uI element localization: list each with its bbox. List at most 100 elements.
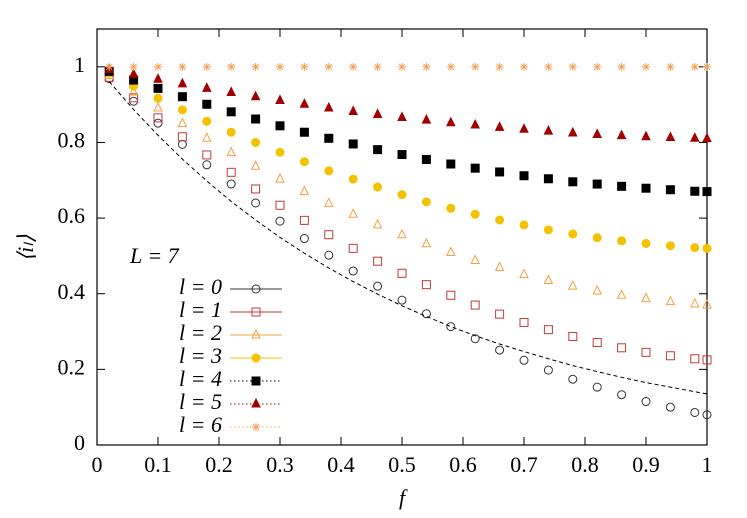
marker xyxy=(226,86,237,97)
marker xyxy=(592,179,602,189)
marker xyxy=(324,230,334,240)
y-tick-label: 1 xyxy=(74,52,85,77)
marker xyxy=(702,187,712,197)
marker xyxy=(251,62,260,71)
marker xyxy=(421,114,432,124)
marker xyxy=(470,209,480,219)
marker xyxy=(251,353,261,363)
marker xyxy=(397,190,407,200)
marker xyxy=(226,127,236,137)
marker xyxy=(592,233,602,243)
marker xyxy=(202,99,212,109)
marker xyxy=(348,243,358,253)
marker xyxy=(373,281,383,291)
marker xyxy=(154,62,162,71)
y-tick-label: 0 xyxy=(74,430,85,455)
marker xyxy=(275,121,285,131)
marker xyxy=(446,322,456,332)
x-tick-label: 0.4 xyxy=(327,452,355,477)
marker xyxy=(470,334,480,344)
marker xyxy=(495,62,504,71)
marker xyxy=(299,234,309,244)
marker xyxy=(568,331,578,341)
y-tick-label: 0.2 xyxy=(58,354,86,379)
marker xyxy=(275,147,285,157)
marker xyxy=(616,129,627,140)
marker xyxy=(251,198,261,208)
marker xyxy=(250,90,261,101)
marker xyxy=(641,397,651,407)
marker xyxy=(702,243,712,253)
legend-label: l = 1 xyxy=(179,297,222,322)
marker xyxy=(226,107,236,117)
marker xyxy=(617,390,627,400)
marker xyxy=(153,83,163,93)
marker xyxy=(567,126,578,137)
marker xyxy=(129,96,139,106)
marker xyxy=(251,284,261,294)
marker xyxy=(324,250,334,260)
marker xyxy=(276,62,284,71)
marker xyxy=(568,374,578,384)
x-tick-label: 0.1 xyxy=(144,452,172,477)
marker xyxy=(543,365,553,375)
marker xyxy=(592,128,603,139)
y-tick-label: 0.8 xyxy=(58,128,86,153)
marker xyxy=(251,114,261,124)
marker xyxy=(520,62,528,71)
marker xyxy=(445,246,456,257)
x-tick-label: 0.7 xyxy=(510,452,538,477)
marker xyxy=(494,261,505,272)
x-tick-label: 0.3 xyxy=(266,452,294,477)
marker xyxy=(617,181,627,191)
marker xyxy=(153,113,163,123)
marker xyxy=(690,62,699,71)
marker xyxy=(422,62,431,71)
marker xyxy=(177,105,187,115)
x-tick-label: 0.5 xyxy=(388,452,416,477)
marker xyxy=(702,410,712,420)
marker xyxy=(470,163,480,173)
marker xyxy=(665,241,675,251)
marker xyxy=(275,200,285,210)
marker xyxy=(641,130,651,141)
marker xyxy=(250,160,261,170)
marker xyxy=(226,179,236,189)
marker xyxy=(421,154,431,164)
marker xyxy=(105,62,114,71)
marker xyxy=(690,407,700,417)
marker xyxy=(666,62,675,71)
legend-label: l = 3 xyxy=(179,343,222,368)
marker xyxy=(592,338,602,348)
marker xyxy=(445,116,456,127)
marker xyxy=(397,295,407,305)
marker xyxy=(299,185,310,196)
marker xyxy=(397,150,407,160)
marker xyxy=(702,355,712,365)
marker xyxy=(446,62,455,71)
marker xyxy=(348,208,359,218)
marker xyxy=(153,101,163,112)
marker xyxy=(397,228,407,239)
marker xyxy=(397,268,407,278)
line xyxy=(108,81,708,395)
marker xyxy=(177,77,188,88)
marker xyxy=(641,347,651,357)
marker xyxy=(470,118,481,129)
marker xyxy=(252,423,260,431)
marker xyxy=(702,298,712,309)
marker xyxy=(519,123,529,133)
marker xyxy=(494,121,505,131)
marker xyxy=(519,317,529,327)
marker xyxy=(689,297,700,308)
marker xyxy=(470,254,481,264)
x-tick-label: 0.6 xyxy=(449,452,477,477)
x-tick-label: 0.9 xyxy=(632,452,660,477)
marker xyxy=(129,62,138,71)
marker xyxy=(421,237,432,248)
marker xyxy=(665,295,676,306)
legend-label: l = 0 xyxy=(179,274,222,299)
marker xyxy=(227,62,236,71)
marker xyxy=(519,355,529,365)
marker xyxy=(202,160,212,170)
